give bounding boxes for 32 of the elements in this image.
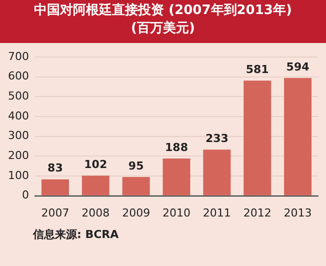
data-label: 594 (286, 60, 310, 74)
y-tick-label: 600 (8, 70, 29, 83)
x-tick-label: 2009 (122, 206, 150, 220)
bar (122, 176, 150, 196)
y-tick-label: 200 (8, 149, 29, 162)
bar (244, 80, 272, 196)
data-label: 83 (48, 162, 63, 175)
bar (82, 176, 110, 196)
data-label: 581 (246, 62, 269, 76)
data-label: 188 (165, 140, 188, 154)
y-tick-label: 400 (8, 109, 29, 122)
chart-title: 中国对阿根廷直接投资 (2007年到2013年) (33, 2, 293, 20)
bar (284, 78, 312, 196)
chart-subtitle: (百万美元) (130, 20, 196, 38)
text: 信息来源: BCRA (32, 227, 120, 242)
x-tick-label: 2013 (284, 206, 312, 220)
y-tick-label: 300 (8, 129, 29, 142)
x-tick-label: 2012 (243, 206, 272, 220)
bar (41, 179, 69, 196)
bar (162, 158, 190, 196)
y-tick-label: 0 (22, 188, 29, 202)
x-tick-label: 2010 (162, 206, 190, 220)
y-tick-label: 500 (8, 90, 29, 103)
data-label: 233 (205, 132, 228, 145)
y-tick-label: 100 (8, 168, 29, 182)
x-tick-label: 2011 (202, 206, 231, 220)
data-label: 95 (128, 159, 144, 172)
x-tick-label: 2008 (82, 206, 110, 220)
data-label: 102 (84, 158, 108, 171)
x-tick-label: 2007 (41, 206, 70, 220)
bar (203, 150, 231, 196)
y-tick-label: 700 (8, 50, 29, 63)
